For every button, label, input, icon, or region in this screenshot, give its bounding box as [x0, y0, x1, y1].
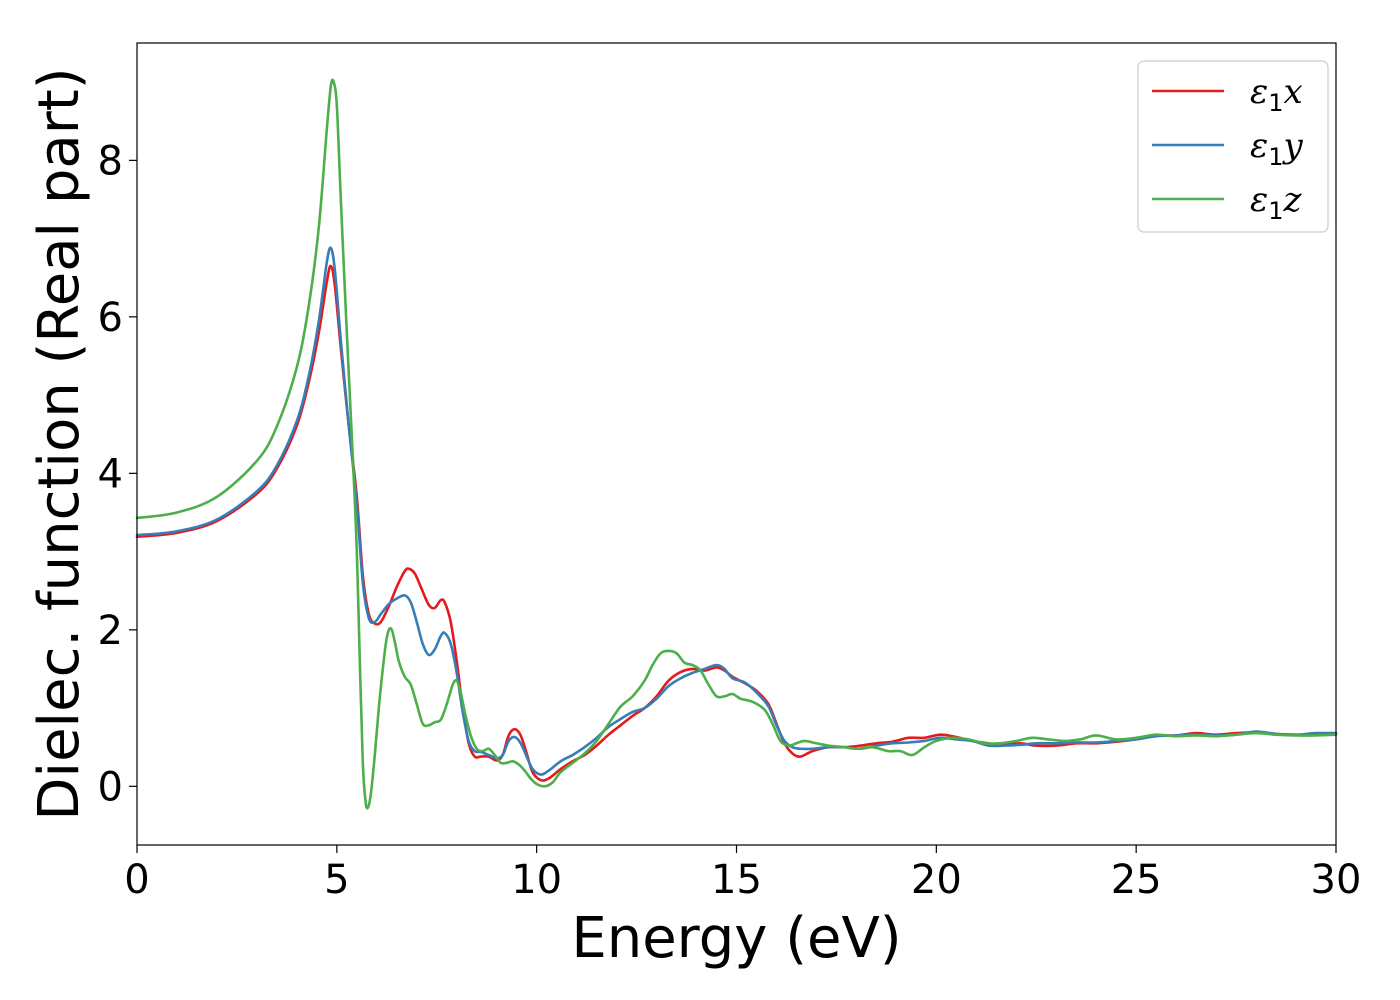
y-tick-label: 0 — [98, 764, 123, 810]
x-tick-label: 25 — [1111, 857, 1162, 903]
y-tick-label: 6 — [98, 295, 123, 341]
x-tick-label: 10 — [511, 857, 562, 903]
legend: ε1x ε1y ε1z — [1137, 60, 1329, 233]
legend-entry-x: ε1x — [1250, 72, 1303, 117]
x-tick-label: 5 — [324, 857, 349, 903]
x-axis-ticks: 0 5 10 15 20 25 30 — [124, 845, 1361, 903]
x-tick-label: 15 — [711, 857, 762, 903]
y-tick-label: 8 — [98, 138, 123, 184]
series-line-z — [135, 78, 1338, 810]
legend-entry-z: ε1z — [1250, 180, 1303, 225]
plot-area — [137, 43, 1336, 845]
x-tick-label: 0 — [124, 857, 149, 903]
legend-box — [1137, 60, 1329, 233]
y-axis-ticks: 0 2 4 6 8 — [98, 138, 137, 810]
y-axis-label: Dielec. function (Real part) — [27, 67, 92, 820]
series-layer — [135, 78, 1338, 810]
x-tick-label: 20 — [911, 857, 962, 903]
legend-entry-y: ε1y — [1250, 126, 1304, 171]
x-axis-label: Energy (eV) — [571, 906, 901, 971]
y-tick-label: 2 — [98, 608, 123, 654]
y-tick-label: 4 — [98, 451, 123, 497]
x-tick-label: 30 — [1311, 857, 1362, 903]
